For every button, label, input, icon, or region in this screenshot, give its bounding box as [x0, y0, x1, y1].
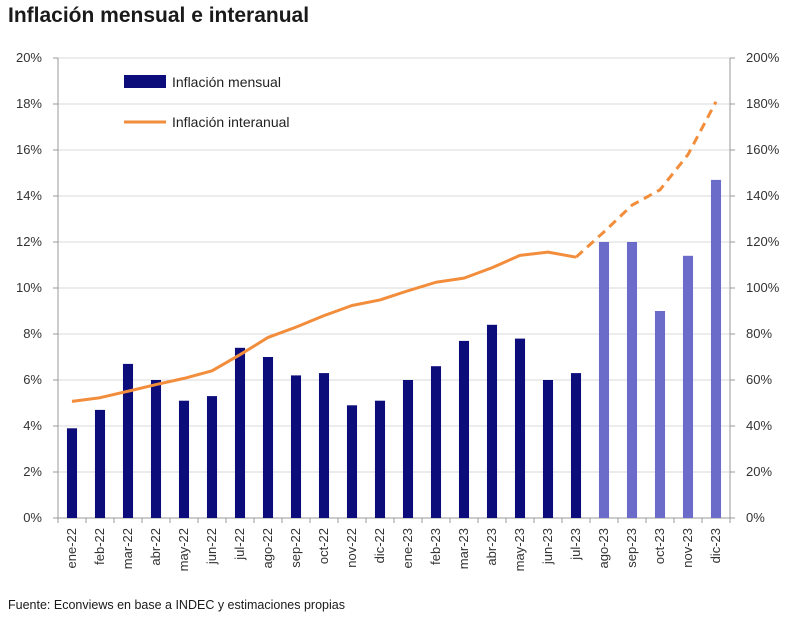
- x-tick-label: jul-22: [232, 528, 247, 561]
- y-right-tick-label: 0%: [746, 510, 765, 525]
- bar-ago-23: [598, 242, 610, 518]
- bar-jul-23: [570, 373, 582, 518]
- bar-sep-22: [290, 375, 302, 518]
- x-tick-label: abr-22: [148, 528, 163, 566]
- x-tick-label: feb-23: [428, 528, 443, 565]
- x-tick-label: oct-22: [316, 528, 331, 564]
- line-interanual-actual: [71, 250, 577, 403]
- bar-feb-23: [430, 366, 442, 518]
- bar-mar-23: [458, 340, 470, 518]
- bar-may-22: [178, 400, 190, 518]
- bar-ene-22: [66, 428, 78, 518]
- x-tick-label: jul-23: [568, 528, 583, 561]
- bar-ene-23: [402, 380, 414, 518]
- y-left-tick-label: 4%: [23, 418, 42, 433]
- y-left-tick-label: 14%: [16, 188, 42, 203]
- y-left-tick-label: 6%: [23, 372, 42, 387]
- x-tick-label: mar-23: [456, 528, 471, 569]
- x-tick-label: may-23: [512, 528, 527, 571]
- bar-may-23: [514, 338, 526, 518]
- y-right-tick-label: 60%: [746, 372, 772, 387]
- x-tick-label: ene-23: [400, 528, 415, 568]
- bar-jun-23: [542, 380, 554, 518]
- x-tick-label: mar-22: [120, 528, 135, 569]
- x-tick-label: ene-22: [64, 528, 79, 568]
- y-left-tick-label: 8%: [23, 326, 42, 341]
- x-tick-label: sep-23: [624, 528, 639, 568]
- line-interanual-estimated: [574, 100, 718, 259]
- x-tick-label: sep-22: [288, 528, 303, 568]
- bar-nov-23: [682, 255, 694, 519]
- x-tick-label: oct-23: [652, 528, 667, 564]
- x-tick-label: jun-22: [204, 528, 219, 565]
- y-left-tick-label: 10%: [16, 280, 42, 295]
- y-right-tick-label: 200%: [746, 50, 780, 65]
- y-right-tick-label: 180%: [746, 96, 780, 111]
- y-right-tick-label: 80%: [746, 326, 772, 341]
- x-tick-label: dic-23: [708, 528, 723, 563]
- bar-oct-22: [318, 373, 330, 518]
- bar-nov-22: [346, 405, 358, 518]
- x-tick-label: may-22: [176, 528, 191, 571]
- chart-title: Inflación mensual e interanual: [8, 4, 310, 27]
- y-left-tick-label: 2%: [23, 464, 42, 479]
- bar-feb-22: [94, 409, 106, 518]
- y-left-tick-label: 20%: [16, 50, 42, 65]
- bar-dic-22: [374, 400, 386, 518]
- y-right-tick-label: 100%: [746, 280, 780, 295]
- bar-dic-23: [710, 179, 722, 518]
- y-right-tick-label: 160%: [746, 142, 780, 157]
- bar-ago-22: [262, 357, 274, 518]
- x-tick-label: ago-22: [260, 528, 275, 568]
- bar-abr-22: [150, 380, 162, 518]
- legend-swatch-mensual: [124, 75, 166, 88]
- bar-jul-22: [234, 347, 246, 518]
- x-tick-label: feb-22: [92, 528, 107, 565]
- y-left-tick-label: 16%: [16, 142, 42, 157]
- bar-abr-23: [486, 324, 498, 518]
- x-tick-label: dic-22: [372, 528, 387, 563]
- x-tick-label: abr-23: [484, 528, 499, 566]
- bar-oct-23: [654, 311, 666, 518]
- y-right-tick-label: 20%: [746, 464, 772, 479]
- bar-jun-22: [206, 396, 218, 518]
- x-tick-label: ago-23: [596, 528, 611, 568]
- legend-label-mensual: Inflación mensual: [172, 74, 281, 90]
- x-tick-label: jun-23: [540, 528, 555, 565]
- x-tick-label: nov-22: [344, 528, 359, 568]
- bar-sep-23: [626, 242, 638, 518]
- y-left-tick-label: 18%: [16, 96, 42, 111]
- y-left-tick-label: 12%: [16, 234, 42, 249]
- y-right-tick-label: 120%: [746, 234, 780, 249]
- x-tick-label: nov-23: [680, 528, 695, 568]
- source-note: Fuente: Econviews en base a INDEC y esti…: [8, 598, 345, 612]
- y-right-tick-label: 140%: [746, 188, 780, 203]
- bar-mar-22: [122, 363, 134, 518]
- y-right-tick-label: 40%: [746, 418, 772, 433]
- y-left-tick-label: 0%: [23, 510, 42, 525]
- legend-label-interanual: Inflación interanual: [172, 114, 290, 130]
